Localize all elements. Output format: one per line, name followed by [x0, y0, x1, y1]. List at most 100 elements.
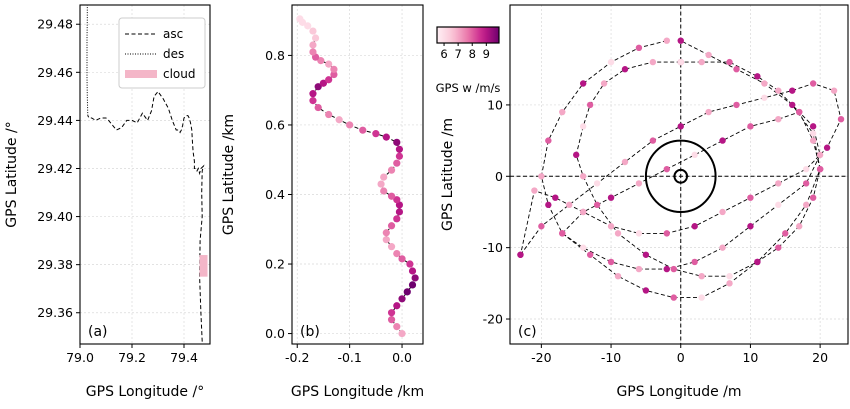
w-data-point	[559, 230, 566, 237]
w-data-point	[816, 165, 824, 173]
w-data-point	[642, 251, 650, 258]
w-data-point	[309, 90, 317, 98]
w-data-point	[387, 309, 396, 317]
w-data-point	[573, 151, 580, 159]
w-data-point	[330, 65, 338, 73]
w-data-point	[782, 230, 789, 237]
w-data-point	[816, 151, 824, 159]
x-tick-label: 10	[742, 350, 758, 365]
w-data-point	[538, 223, 545, 230]
w-data-point	[403, 288, 411, 296]
colorbar: 6 7 8 9 GPS w /m/s	[434, 23, 504, 99]
colorbar-tick-label: 9	[483, 47, 490, 61]
w-data-point	[314, 83, 322, 91]
w-data-point	[382, 133, 390, 141]
w-data-point	[552, 194, 559, 201]
y-tick-label: 0.0	[265, 326, 285, 341]
colorbar-bar	[436, 26, 500, 44]
w-data-point	[761, 80, 768, 87]
w-data-point	[670, 265, 677, 273]
legend-entry: asc	[163, 27, 183, 41]
series-asc-line	[87, 90, 205, 342]
w-data-point	[775, 201, 782, 209]
w-data-point	[733, 101, 740, 109]
w-data-point	[538, 173, 545, 180]
w-data-point	[346, 121, 354, 129]
w-data-point	[382, 236, 390, 244]
w-data-point	[775, 115, 782, 123]
w-data-point	[398, 329, 406, 338]
w-data-point	[325, 76, 333, 84]
w-data-point	[593, 201, 601, 209]
w-data-point	[719, 208, 726, 216]
w-data-point	[663, 165, 671, 173]
w-data-point	[607, 58, 615, 66]
w-data-point	[823, 144, 831, 151]
y-tick-label: 29.38	[37, 257, 73, 272]
w-data-point	[677, 37, 684, 44]
w-data-point	[649, 58, 657, 66]
w-data-point	[691, 258, 698, 266]
w-data-point	[677, 123, 684, 130]
w-data-point	[382, 229, 390, 237]
w-data-point	[789, 101, 796, 109]
w-data-point	[393, 159, 401, 167]
x-tick-label: -10	[601, 350, 621, 365]
w-data-point	[309, 48, 317, 56]
w-data-point	[393, 302, 401, 310]
legend: asc des cloud	[118, 17, 206, 89]
w-data-point	[579, 123, 587, 130]
w-data-point	[809, 80, 817, 87]
w-data-point	[663, 265, 671, 273]
w-data-point	[789, 87, 796, 94]
w-data-point	[719, 137, 726, 144]
w-data-point	[545, 137, 552, 144]
outer-target-circle	[644, 139, 717, 213]
w-data-point	[579, 173, 587, 180]
colorbar-tick-label: 6	[440, 47, 447, 61]
panel-label: (a)	[88, 324, 108, 340]
w-data-point	[726, 58, 733, 66]
w-data-point	[393, 215, 401, 223]
w-data-point	[317, 57, 325, 65]
w-data-point	[607, 258, 615, 266]
y-tick-label: 0.4	[265, 187, 285, 202]
w-data-point	[796, 223, 803, 230]
w-data-point	[677, 58, 684, 66]
w-data-point	[380, 173, 388, 181]
w-data-point	[761, 94, 768, 101]
y-tick-label: 29.42	[37, 161, 73, 176]
w-data-point	[614, 273, 622, 280]
w-data-point	[754, 73, 761, 80]
w-data-point	[395, 145, 404, 153]
x-tick-label: 0.0	[392, 350, 412, 365]
w-data-point	[359, 126, 367, 134]
y-axis-label: GPS Latitude /km	[221, 114, 237, 235]
x-axis-label: GPS Longitude /km	[291, 384, 424, 400]
w-data-point	[691, 223, 698, 230]
w-data-point	[809, 137, 817, 144]
panel-label: (b)	[300, 324, 320, 340]
w-data-point	[393, 138, 401, 146]
w-data-point	[387, 316, 396, 324]
w-data-point	[309, 41, 317, 49]
w-data-point	[837, 115, 845, 123]
w-data-point	[830, 87, 838, 94]
w-data-point	[809, 194, 817, 201]
w-data-point	[377, 180, 385, 188]
w-data-point	[809, 130, 817, 137]
w-data-point	[393, 196, 401, 204]
w-data-point	[747, 194, 754, 201]
x-tick-label: 0	[677, 350, 685, 365]
x-tick-label: -0.2	[285, 350, 309, 365]
w-data-point	[698, 294, 705, 301]
w-data-point	[621, 66, 629, 73]
w-data-point	[304, 22, 312, 30]
w-data-point	[393, 250, 401, 258]
w-data-point	[635, 44, 643, 52]
w-data-point	[335, 116, 343, 124]
w-data-point	[607, 194, 615, 201]
w-data-point	[705, 108, 712, 116]
plot-area-c	[510, 5, 848, 344]
